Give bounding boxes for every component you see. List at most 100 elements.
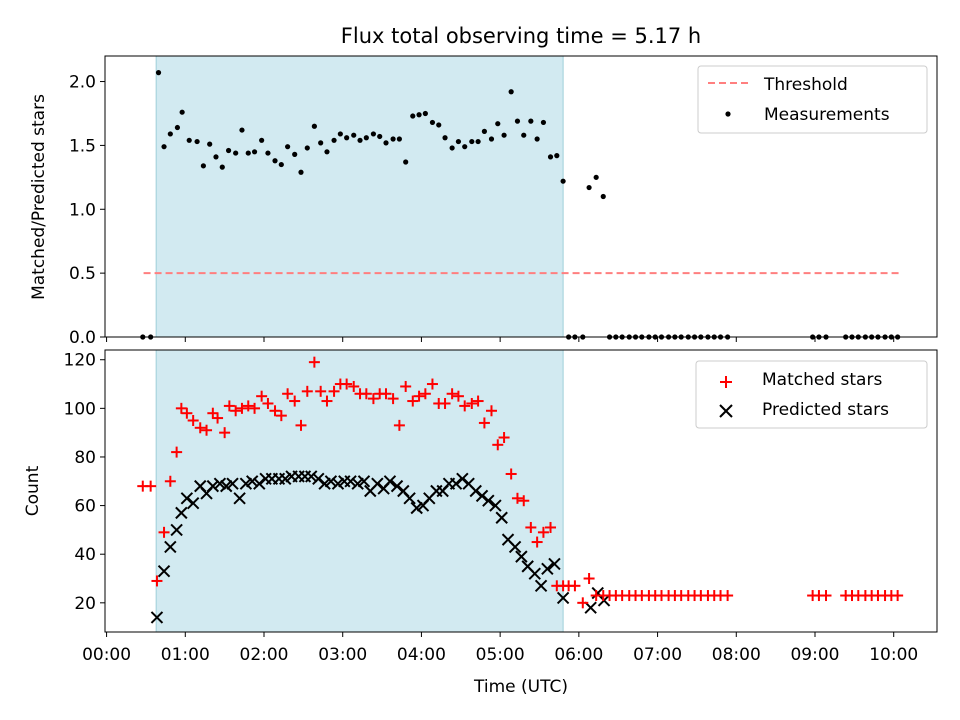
bottom-matched-points-layer: [137, 356, 904, 609]
matched-stars-point: [439, 397, 451, 409]
measurement-point: [475, 138, 481, 145]
measurement-point: [161, 144, 167, 150]
x-tick-label: 06:00: [554, 645, 603, 665]
y-tick-label: 100: [64, 399, 96, 419]
bottom-y-axis-label: Count: [23, 465, 43, 516]
matched-stars-point: [577, 597, 589, 609]
bottom-legend: Matched stars Predicted stars: [695, 360, 928, 429]
matched-stars-point: [583, 573, 595, 585]
matched-stars-point: [301, 385, 313, 397]
predicted-stars-point: [449, 477, 463, 490]
measurement-point: [292, 151, 298, 157]
x-tick-label: 09:00: [790, 645, 839, 665]
measurement-point: [357, 137, 363, 143]
matched-stars-point: [419, 388, 431, 400]
x-tick-label: 10:00: [869, 645, 918, 665]
matched-stars-point: [289, 395, 301, 407]
measurement-point: [225, 147, 232, 154]
matched-stars-point: [145, 480, 157, 492]
measurement-point: [436, 122, 442, 128]
matched-stars-point: [256, 390, 268, 402]
measurement-point: [331, 137, 337, 143]
x-tick-label: 00:00: [82, 645, 131, 665]
measurement-point: [442, 135, 448, 141]
predicted-stars-point: [357, 475, 371, 488]
predicted-stars-point: [312, 472, 325, 486]
predicted-stars-point: [253, 477, 266, 490]
matched-stars-point: [413, 390, 425, 402]
matched-stars-point: [492, 439, 504, 451]
matched-stars-point: [537, 526, 549, 538]
measurement-point: [304, 145, 310, 151]
measurement-point: [265, 150, 271, 156]
predicted-stars-point: [245, 475, 259, 488]
matched-stars-point: [275, 410, 287, 422]
measurement-point: [219, 164, 225, 170]
matched-stars-point: [525, 521, 537, 533]
predicted-stars-point: [305, 470, 318, 483]
predicted-stars-point: [150, 611, 164, 624]
bottom-predicted-points-layer: [150, 470, 611, 624]
matched-stars-point: [201, 424, 213, 436]
measurement-point: [167, 131, 173, 137]
predicted-stars-point: [170, 523, 183, 537]
chart-title: Flux total observing time = 5.17 h: [341, 24, 701, 48]
bottom-x-axis-label: Time (UTC): [473, 677, 568, 697]
measurement-point: [337, 131, 343, 137]
bottom-y-ticks: 20 40 60 80 100 120: [64, 351, 105, 614]
matched-stars-point: [485, 405, 497, 417]
predicted-stars-point: [186, 496, 200, 510]
matched-stars-point: [158, 526, 170, 538]
y-tick-label: 40: [74, 545, 96, 565]
predicted-stars-point: [175, 506, 188, 520]
predicted-stars-point: [456, 472, 469, 486]
matched-stars-point: [151, 575, 163, 587]
predicted-stars-point: [344, 475, 357, 488]
measurement-point: [155, 70, 162, 76]
matched-stars-point: [242, 400, 254, 412]
predicted-stars-point: [371, 477, 384, 490]
matched-stars-point: [531, 536, 543, 548]
matched-stars-point: [249, 402, 261, 414]
matched-stars-point: [505, 468, 517, 480]
measurement-point: [514, 118, 521, 124]
matched-stars-point: [545, 521, 557, 533]
matched-stars-point: [262, 397, 274, 409]
top-panel: 0.00.51.01.52.0 Matched/Predicted stars …: [29, 55, 938, 348]
measurement-point: [186, 137, 192, 143]
matched-stars-point: [400, 380, 412, 392]
predicted-stars-point: [489, 499, 502, 512]
predicted-stars-point: [556, 591, 570, 605]
matched-stars-point: [446, 388, 458, 400]
matched-stars-point: [478, 417, 490, 429]
measurement-point: [593, 174, 599, 180]
measurement-point: [200, 163, 206, 169]
bottom-panel: 00:00 01:00 02:00 03:00 04:00 05:00 06:00 07:00…: [23, 349, 938, 697]
matched-stars-point: [187, 415, 199, 426]
matched-stars-point: [315, 385, 327, 397]
predicted-stars-point: [528, 567, 541, 580]
predicted-stars-point: [548, 557, 561, 571]
measurement-point: [298, 169, 304, 175]
measurement-point: [429, 119, 436, 126]
legend-measurements-label: Measurements: [764, 105, 890, 125]
measurement-point: [528, 118, 534, 124]
top-x-ticks: [106, 337, 895, 342]
measurement-point: [396, 136, 402, 142]
matched-stars-point: [269, 405, 281, 417]
y-tick-label: 1.0: [69, 200, 96, 220]
predicted-stars-point: [515, 550, 528, 563]
predicted-stars-point: [383, 475, 397, 488]
matched-stars-point: [459, 400, 471, 412]
matched-stars-point: [407, 395, 419, 407]
predicted-stars-point: [324, 475, 338, 488]
predicted-stars-point: [403, 492, 416, 505]
measurement-point: [554, 153, 560, 159]
measurement-point: [318, 140, 324, 146]
measurement-point: [285, 144, 291, 150]
bottom-legend-frame: [695, 360, 928, 429]
measurement-point: [481, 128, 487, 134]
matched-stars-point: [360, 388, 372, 400]
predicted-stars-point: [475, 489, 489, 503]
